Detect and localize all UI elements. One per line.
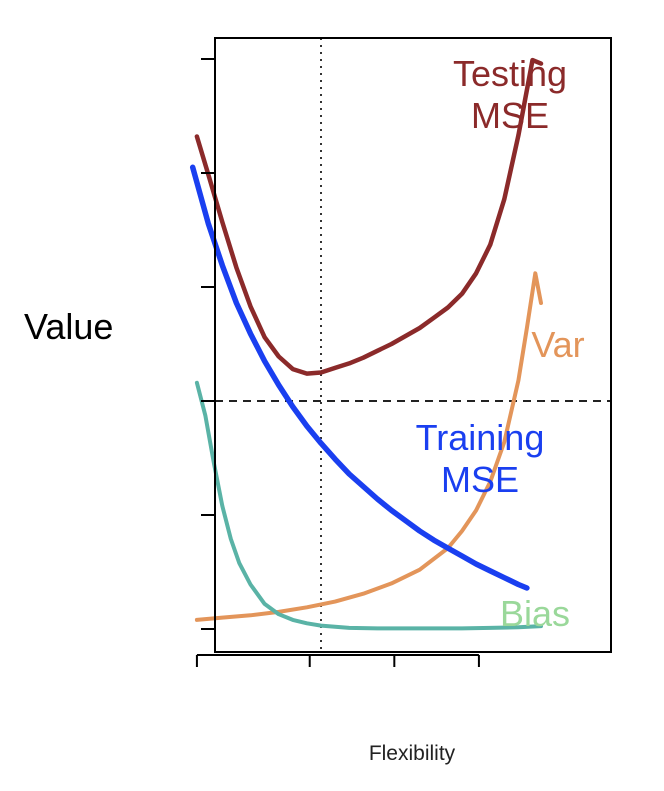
bias-line — [194, 380, 543, 631]
series-lines — [189, 57, 544, 631]
testing-mse-line — [194, 57, 544, 376]
bias-label: Bias — [500, 593, 570, 634]
testing-mse-label: Testing MSE — [453, 53, 567, 136]
var-label: Var — [531, 324, 584, 365]
x-axis-label: Flexibility — [368, 742, 456, 765]
y-axis-label: Value — [24, 306, 114, 347]
plot-frame — [214, 37, 612, 653]
training-mse-line — [189, 164, 530, 591]
series-labels: Testing MSE Var Training MSE Bias — [416, 53, 585, 634]
axes — [195, 37, 612, 667]
training-mse-label: Training MSE — [416, 417, 545, 500]
reference-lines — [215, 38, 611, 652]
